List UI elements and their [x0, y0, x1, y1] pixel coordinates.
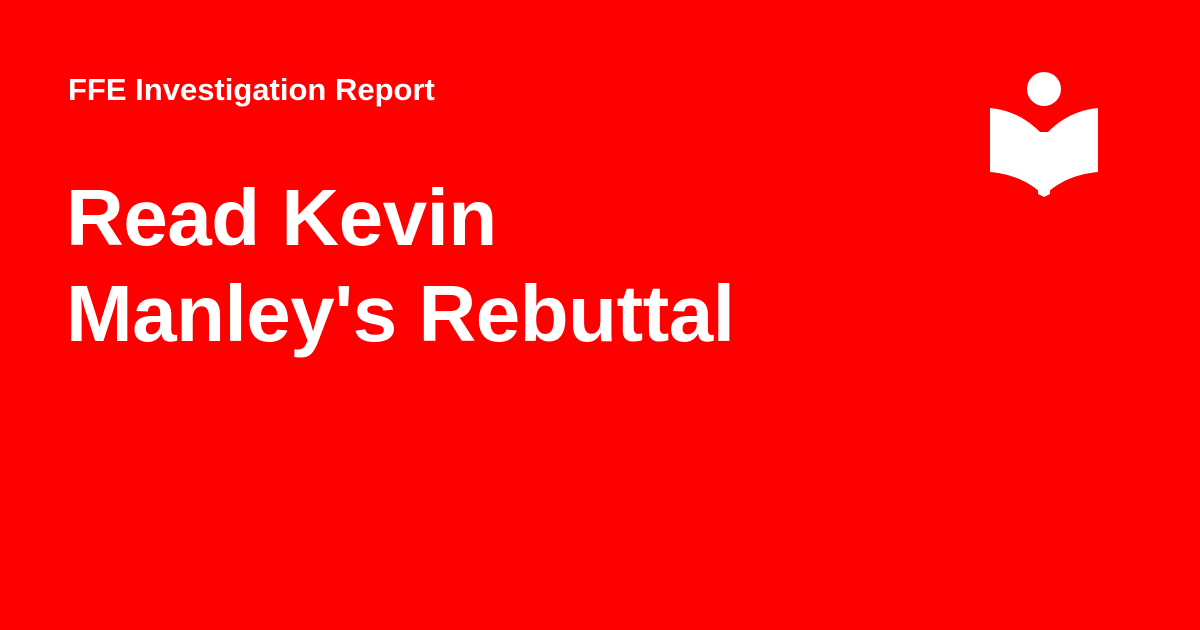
reader-head-shape — [1027, 72, 1061, 106]
report-kicker: FFE Investigation Report — [68, 72, 435, 107]
headline-line-1: Read Kevin — [66, 173, 497, 262]
book-spine-shape — [1038, 132, 1050, 197]
reader-book-icon — [990, 72, 1098, 197]
book-left-page-shape — [990, 108, 1040, 192]
headline-line-2: Manley's Rebuttal — [66, 269, 735, 358]
headline: Read Kevin Manley's Rebuttal — [66, 170, 946, 362]
book-right-page-shape — [1048, 108, 1098, 192]
